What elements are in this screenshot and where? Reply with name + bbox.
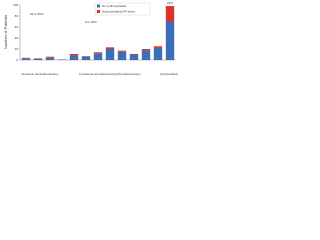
legend-label: No hydrocephalus — [102, 4, 127, 8]
bar-segment — [129, 54, 139, 60]
chart: Number of Patients 33 to 50% 0 to 20% 29… — [3, 1, 178, 76]
group-label: (Unspecified) — [160, 72, 178, 76]
bar-segment — [45, 56, 55, 58]
y-tick-label: 20 — [15, 47, 19, 51]
bar-segment — [117, 50, 127, 52]
bar-segment — [69, 55, 79, 60]
y-tick-label: 40 — [15, 36, 19, 40]
bar-segment — [69, 53, 79, 56]
bar-segment — [165, 21, 175, 60]
bar-segment — [93, 52, 103, 54]
annotation: 0 to 20% — [85, 20, 97, 24]
y-tick-label: 0 — [16, 58, 18, 62]
bar-segment — [45, 57, 55, 60]
legend-swatch — [97, 10, 100, 13]
legend-label: Hydrocephalus/VP shunt — [102, 9, 135, 13]
legend-box — [94, 2, 151, 16]
bar-segment — [21, 58, 31, 60]
bar-segment — [105, 47, 115, 49]
bar-segment — [129, 53, 139, 55]
bar-segment — [33, 58, 43, 59]
bar-segment — [81, 56, 91, 60]
y-tick-label: 100 — [13, 3, 18, 7]
bar-segment — [141, 49, 151, 51]
legend-swatch — [97, 4, 100, 8]
annotation: 29% — [167, 1, 173, 5]
bar-segment — [81, 56, 91, 57]
annotation: 33 to 50% — [30, 12, 44, 16]
bar-segment — [57, 59, 67, 60]
y-tick-label: 60 — [15, 25, 19, 29]
bar-segment — [117, 51, 127, 60]
bar-segment — [141, 50, 151, 60]
bar-segment — [21, 57, 31, 59]
bar-segment — [105, 49, 115, 60]
group-label: Anatomic hemispherectomy — [21, 72, 59, 76]
y-axis-label: Number of Patients — [3, 15, 8, 49]
bar-segment — [165, 6, 175, 22]
bar-segment — [153, 46, 163, 48]
y-tick-label: 80 — [15, 14, 19, 18]
bar-segment — [93, 53, 103, 60]
group-label: Functional hemispherectomy/hemispherotom… — [79, 72, 141, 76]
bar-segment — [33, 58, 43, 60]
bar-segment — [153, 47, 163, 60]
